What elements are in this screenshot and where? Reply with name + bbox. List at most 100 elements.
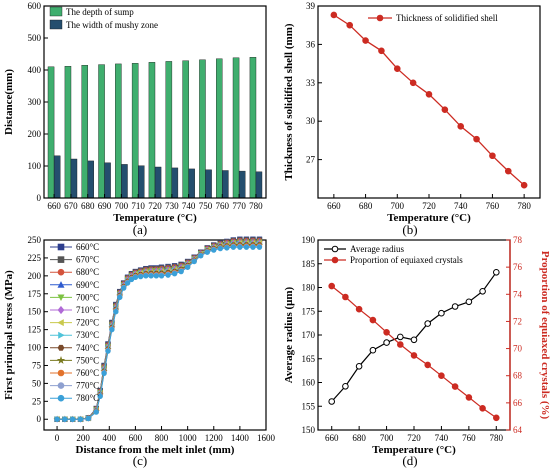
legend-marker [57, 305, 65, 315]
panel-d-right-ytick-label: 70 [513, 344, 523, 354]
legend-label: The width of mushy zone [66, 20, 158, 30]
data-point [383, 329, 390, 336]
legend-marker [58, 331, 65, 339]
data-point [137, 273, 144, 280]
panel-c-ytick-label: 150 [28, 307, 42, 317]
panel-c-ytick-label: 25 [32, 396, 42, 406]
panel-b: 27 30 33 36 39 660 680 700 720 740 760 780 Temperatu… [283, 1, 541, 237]
data-point [109, 326, 115, 333]
data-point [153, 273, 160, 279]
bar-mushy-width [104, 162, 111, 199]
panel-a-ytick-label: 600 [28, 1, 42, 11]
data-point [479, 288, 486, 295]
data-point [224, 245, 230, 251]
panel-a-xtick-label: 680 [81, 201, 95, 211]
panel-d-ytick-label: 180 [302, 283, 316, 293]
bar-sump-depth [215, 58, 223, 199]
panel-c-ytick-label: 225 [28, 253, 42, 263]
legend-label: Proportion of equiaxed crystals [350, 255, 463, 265]
panel-c-ytick-label: 100 [28, 343, 42, 353]
data-point [457, 123, 465, 130]
panel-c-xtick-label: 400 [103, 433, 117, 443]
legend-label: 750°C [76, 355, 99, 365]
panel-b-y-axis-title: Thickness of solidified shell (mm) [283, 23, 295, 180]
panel-a-xtick-label: 750 [199, 201, 213, 211]
data-point [451, 303, 459, 310]
panel-a-xtick-label: 700 [115, 201, 129, 211]
panel-b-xtick-label: 760 [486, 201, 500, 211]
panel-d-right-ytick-label: 74 [513, 289, 523, 299]
bar-sump-depth [232, 57, 240, 199]
panel-d-label: (d) [402, 453, 417, 468]
legend-marker [331, 256, 339, 264]
panel-d-xtick-label: 720 [407, 433, 421, 443]
panel-d-xtick-label: 660 [325, 433, 339, 443]
bar-mushy-width [205, 169, 212, 199]
panel-d-ytick-label: 185 [302, 259, 316, 269]
legend-swatch [49, 19, 63, 30]
panel-a-xtick-label: 670 [64, 201, 78, 211]
data-point [520, 181, 528, 189]
panel-b-ytick-label: 36 [306, 39, 316, 49]
panel-a-ytick-label: 100 [28, 161, 42, 171]
legend-label: 690°C [76, 280, 99, 290]
data-point [54, 416, 60, 422]
bar-mushy-width [255, 171, 263, 199]
panel-d-right-ytick-label: 78 [513, 235, 523, 245]
bar-sump-depth [47, 66, 55, 199]
bar-sump-depth [199, 59, 206, 199]
legend-label: 730°C [76, 330, 99, 340]
panel-c-ytick-label: 175 [28, 289, 42, 299]
panel-d-ytick-label: 175 [302, 306, 316, 316]
data-point [97, 393, 103, 400]
data-point [85, 415, 92, 422]
legend-marker [331, 245, 339, 253]
legend-marker [57, 382, 65, 389]
panel-b-label: (b) [402, 222, 417, 237]
panel-c-xtick-label: 600 [129, 433, 143, 443]
panel-a-xtick-label: 760 [216, 201, 230, 211]
panel-b-xtick-label: 740 [454, 201, 468, 211]
bar-mushy-width [188, 168, 195, 199]
data-point [378, 47, 385, 55]
data-point [158, 273, 165, 279]
panel-a-xtick-label: 690 [98, 201, 112, 211]
data-point [342, 293, 349, 301]
panel-c-xtick-label: 1600 [257, 433, 276, 443]
panel-d-plot-frame [317, 239, 511, 431]
bar-mushy-width [154, 166, 162, 199]
data-point [250, 244, 256, 250]
panel-d-xtick-label: 760 [462, 433, 476, 443]
panel-b-xtick-label: 780 [517, 201, 531, 211]
data-point [105, 348, 111, 354]
data-point [504, 167, 512, 175]
data-point [328, 398, 336, 405]
panel-d-ytick-label: 155 [302, 401, 316, 411]
panel-a-ytick-label: 0 [37, 193, 42, 203]
panel-d-right-ytick-label: 76 [513, 262, 523, 272]
legend-label: 670°C [76, 255, 99, 265]
legend-label: 770°C [76, 381, 99, 391]
data-point [171, 270, 178, 277]
bar-sump-depth [249, 57, 257, 199]
panel-b-ytick-label: 27 [306, 155, 316, 165]
panel-c-xtick-label: 800 [155, 433, 169, 443]
data-point [451, 383, 459, 390]
data-point [191, 258, 197, 265]
data-point [77, 416, 84, 422]
panel-d-x-axis-title: Temperature (°C) [372, 444, 456, 456]
panel-c-xtick-label: 1400 [231, 433, 250, 443]
data-point [410, 352, 418, 359]
legend-label: 710°C [76, 305, 99, 315]
data-point [383, 339, 390, 346]
panel-a-xtick-label: 740 [182, 201, 196, 211]
data-point [198, 253, 204, 259]
panel-a-xtick-label: 730 [165, 201, 179, 211]
panel-a-x-axis-title: Temperature (°C) [113, 212, 197, 224]
legend-marker [57, 268, 65, 276]
panel-c-xtick-label: 1000 [179, 433, 198, 443]
panel-a-label: (a) [133, 222, 147, 237]
data-point [93, 409, 99, 415]
bar-mushy-width [121, 164, 128, 199]
data-point [165, 272, 171, 278]
